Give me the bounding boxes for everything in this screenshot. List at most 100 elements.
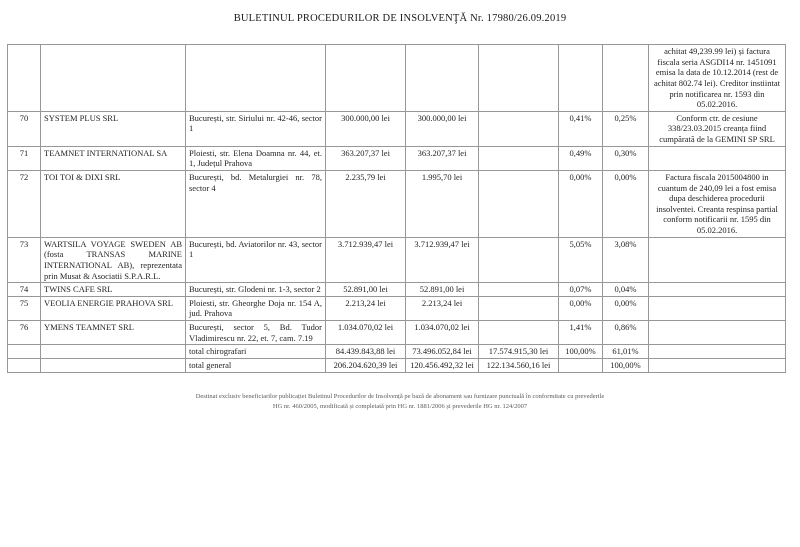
- cell-pct-total: 0,86%: [602, 319, 649, 346]
- cell-pct-group: 1,41%: [558, 319, 603, 346]
- creditor-row: 73 WARTSILA VOYAGE SWEDEN AB (fosta TRANS…: [7, 236, 786, 284]
- creditors-table: achitat 49,239.99 lei) și factura fiscal…: [7, 44, 786, 373]
- cell-address: București, bd. Aviatorilor nr. 43, secto…: [185, 236, 326, 284]
- cell-amount-rejected: [478, 319, 559, 346]
- cell-amount-rejected: 17.574.915,30 lei: [478, 344, 559, 359]
- cell-amount-total: 2.213,24 lei: [325, 295, 406, 322]
- cell-address: București, str. Siriului nr. 42-46, sect…: [185, 110, 326, 147]
- creditor-row: 71 TEAMNET INTERNATIONAL SA Ploiesti, str.…: [7, 145, 786, 171]
- cell-observations: [648, 236, 786, 284]
- cell-pct-total: 3,08%: [602, 236, 649, 284]
- cell-pct-total: 61,01%: [602, 344, 649, 359]
- cell-observations: [648, 319, 786, 346]
- continuation-row: achitat 49,239.99 lei) și factura fiscal…: [7, 44, 786, 112]
- page-title: BULETINUL PROCEDURILOR DE INSOLVENŢĂ Nr.…: [233, 13, 567, 24]
- cell-total-label: total general: [185, 357, 326, 373]
- creditor-row: 74 TWINS CAFE SRL București, str. Glodeni …: [7, 282, 786, 297]
- cell-pct-group: 0,49%: [558, 145, 603, 171]
- creditors-table-body: achitat 49,239.99 lei) și factura fiscal…: [7, 44, 786, 373]
- cell-amount-accepted: 120.456.492,32 lei: [405, 357, 479, 373]
- cell-total-label: total chirografari: [185, 344, 326, 359]
- creditor-row: 76 YMENS TEAMNET SRL București, sector 5, …: [7, 319, 786, 346]
- cell-creditor-name: [40, 344, 186, 359]
- cell-amount-accepted: 1.995,70 lei: [405, 169, 479, 238]
- cell-amount-total: 3.712.939,47 lei: [325, 236, 406, 284]
- cell-creditor-name: [40, 357, 186, 373]
- cell-pct-total: 0,00%: [602, 295, 649, 322]
- cell-nr: 73: [7, 236, 41, 284]
- cell-amount-total: 206.204.620,39 lei: [325, 357, 406, 373]
- cell-amount-rejected: [478, 44, 559, 112]
- cell-amount-total: [325, 44, 406, 112]
- footer-line-2: HG nr. 460/2005, modificată și completat…: [272, 402, 528, 410]
- cell-creditor-name: TWINS CAFE SRL: [40, 282, 186, 297]
- cell-address: Ploiesti, str. Elena Doamna nr. 44, et. …: [185, 145, 326, 171]
- cell-creditor-name: SYSTEM PLUS SRL: [40, 110, 186, 147]
- cell-amount-total: 52.891,00 lei: [325, 282, 406, 297]
- cell-creditor-name: VEOLIA ENERGIE PRAHOVA SRL: [40, 295, 186, 322]
- cell-amount-rejected: [478, 110, 559, 147]
- cell-observations: [648, 295, 786, 322]
- cell-pct-group: 0,41%: [558, 110, 603, 147]
- cell-nr: 71: [7, 145, 41, 171]
- cell-amount-accepted: 1.034.070,02 lei: [405, 319, 479, 346]
- cell-creditor-name: YMENS TEAMNET SRL: [40, 319, 186, 346]
- cell-observations: [648, 344, 786, 359]
- cell-pct-total: 0,25%: [602, 110, 649, 147]
- cell-address: București, bd. Metalurgiei nr. 78, secto…: [185, 169, 326, 238]
- cell-pct-group: 5,05%: [558, 236, 603, 284]
- cell-amount-total: 300.000,00 lei: [325, 110, 406, 147]
- cell-amount-accepted: 363.207,37 lei: [405, 145, 479, 171]
- cell-amount-rejected: [478, 236, 559, 284]
- cell-amount-rejected: [478, 282, 559, 297]
- cell-amount-accepted: 52.891,00 lei: [405, 282, 479, 297]
- cell-pct-group: 100,00%: [558, 344, 603, 359]
- cell-amount-accepted: [405, 44, 479, 112]
- cell-observations: [648, 145, 786, 171]
- cell-nr: 70: [7, 110, 41, 147]
- cell-amount-accepted: 2.213,24 lei: [405, 295, 479, 322]
- cell-pct-total: 100,00%: [602, 357, 649, 373]
- cell-pct-group: [558, 44, 603, 112]
- cell-amount-total: 84.439.843,88 lei: [325, 344, 406, 359]
- cell-creditor-name: TEAMNET INTERNATIONAL SA: [40, 145, 186, 171]
- creditor-row: 75 VEOLIA ENERGIE PRAHOVA SRL Ploiesti, st…: [7, 295, 786, 322]
- cell-amount-total: 1.034.070,02 lei: [325, 319, 406, 346]
- cell-pct-group: 0,00%: [558, 169, 603, 238]
- creditor-row: 70 SYSTEM PLUS SRL București, str. Siriulu…: [7, 110, 786, 147]
- cell-amount-accepted: 3.712.939,47 lei: [405, 236, 479, 284]
- cell-amount-rejected: [478, 145, 559, 171]
- cell-creditor-name: [40, 44, 186, 112]
- cell-pct-group: 0,00%: [558, 295, 603, 322]
- creditor-row: 72 TOI TOI & DIXI SRL București, bd. Metal…: [7, 169, 786, 238]
- cell-observations: [648, 282, 786, 297]
- cell-nr: 74: [7, 282, 41, 297]
- totals-row: total chirografari 84.439.843,88 lei 73.49…: [7, 344, 786, 359]
- cell-amount-accepted: 73.496.052,84 lei: [405, 344, 479, 359]
- cell-amount-total: 363.207,37 lei: [325, 145, 406, 171]
- cell-address: [185, 44, 326, 112]
- cell-nr: 75: [7, 295, 41, 322]
- cell-observations: Factura fiscala 2015004800 in cuantum de…: [648, 169, 786, 238]
- cell-address: București, str. Glodeni nr. 1-3, sector …: [185, 282, 326, 297]
- cell-pct-total: 0,00%: [602, 169, 649, 238]
- cell-nr: [7, 44, 41, 112]
- cell-creditor-name: TOI TOI & DIXI SRL: [40, 169, 186, 238]
- totals-row: total general 206.204.620,39 lei 120.456.4…: [7, 357, 786, 373]
- cell-observations: [648, 357, 786, 373]
- page-footer: Destinat exclusiv beneficiarilor publica…: [0, 392, 800, 412]
- cell-amount-total: 2.235,79 lei: [325, 169, 406, 238]
- cell-pct-total: 0,04%: [602, 282, 649, 297]
- cell-pct-total: 0,30%: [602, 145, 649, 171]
- cell-pct-total: [602, 44, 649, 112]
- cell-nr: 72: [7, 169, 41, 238]
- cell-amount-accepted: 300.000,00 lei: [405, 110, 479, 147]
- cell-pct-group: [558, 357, 603, 373]
- cell-amount-rejected: 122.134.560,16 lei: [478, 357, 559, 373]
- footer-line-1: Destinat exclusiv beneficiarilor publica…: [195, 392, 605, 400]
- cell-observations: Conform ctr. de cesiune 338/23.03.2015 c…: [648, 110, 786, 147]
- cell-amount-rejected: [478, 169, 559, 238]
- cell-nr: [7, 344, 41, 359]
- cell-pct-group: 0,07%: [558, 282, 603, 297]
- cell-address: București, sector 5, Bd. Tudor Vladimire…: [185, 319, 326, 346]
